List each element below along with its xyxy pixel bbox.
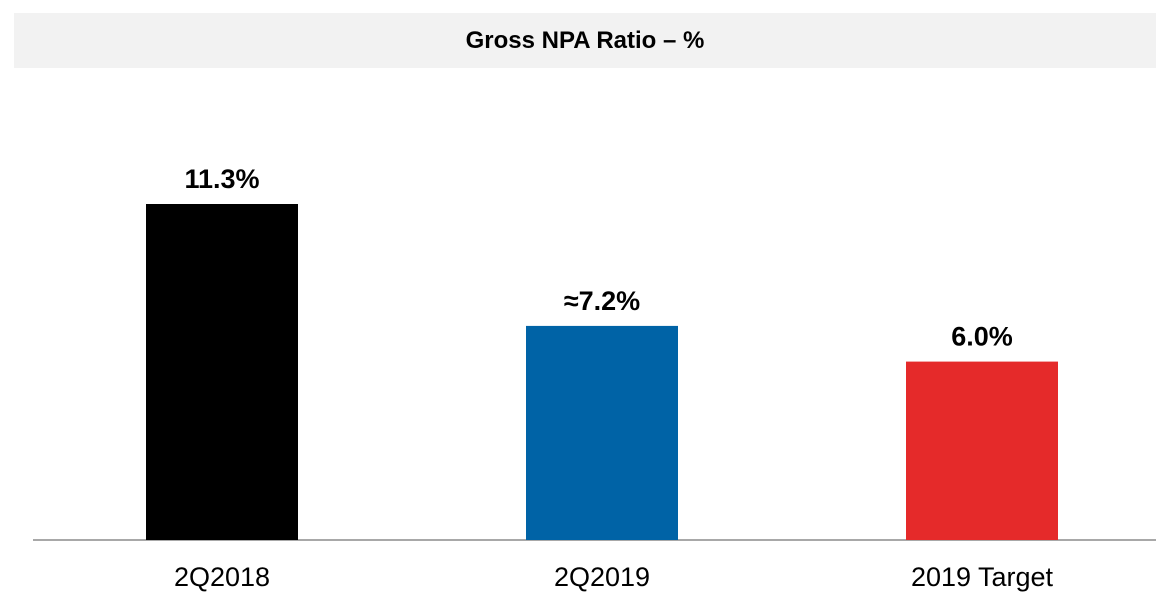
bar-2 [906,361,1058,540]
x-tick-label-2: 2019 Target [911,562,1054,592]
bar-1 [526,325,678,540]
x-tick-label-0: 2Q2018 [174,562,270,592]
x-tick-label-1: 2Q2019 [554,562,650,592]
chart-title-band: Gross NPA Ratio – % [14,13,1156,68]
data-label-2: 6.0% [951,322,1013,352]
data-label-0: 11.3% [184,164,259,194]
chart-title: Gross NPA Ratio – % [465,26,705,54]
bar-0 [146,204,298,540]
data-label-1: ≈7.2% [564,286,640,316]
